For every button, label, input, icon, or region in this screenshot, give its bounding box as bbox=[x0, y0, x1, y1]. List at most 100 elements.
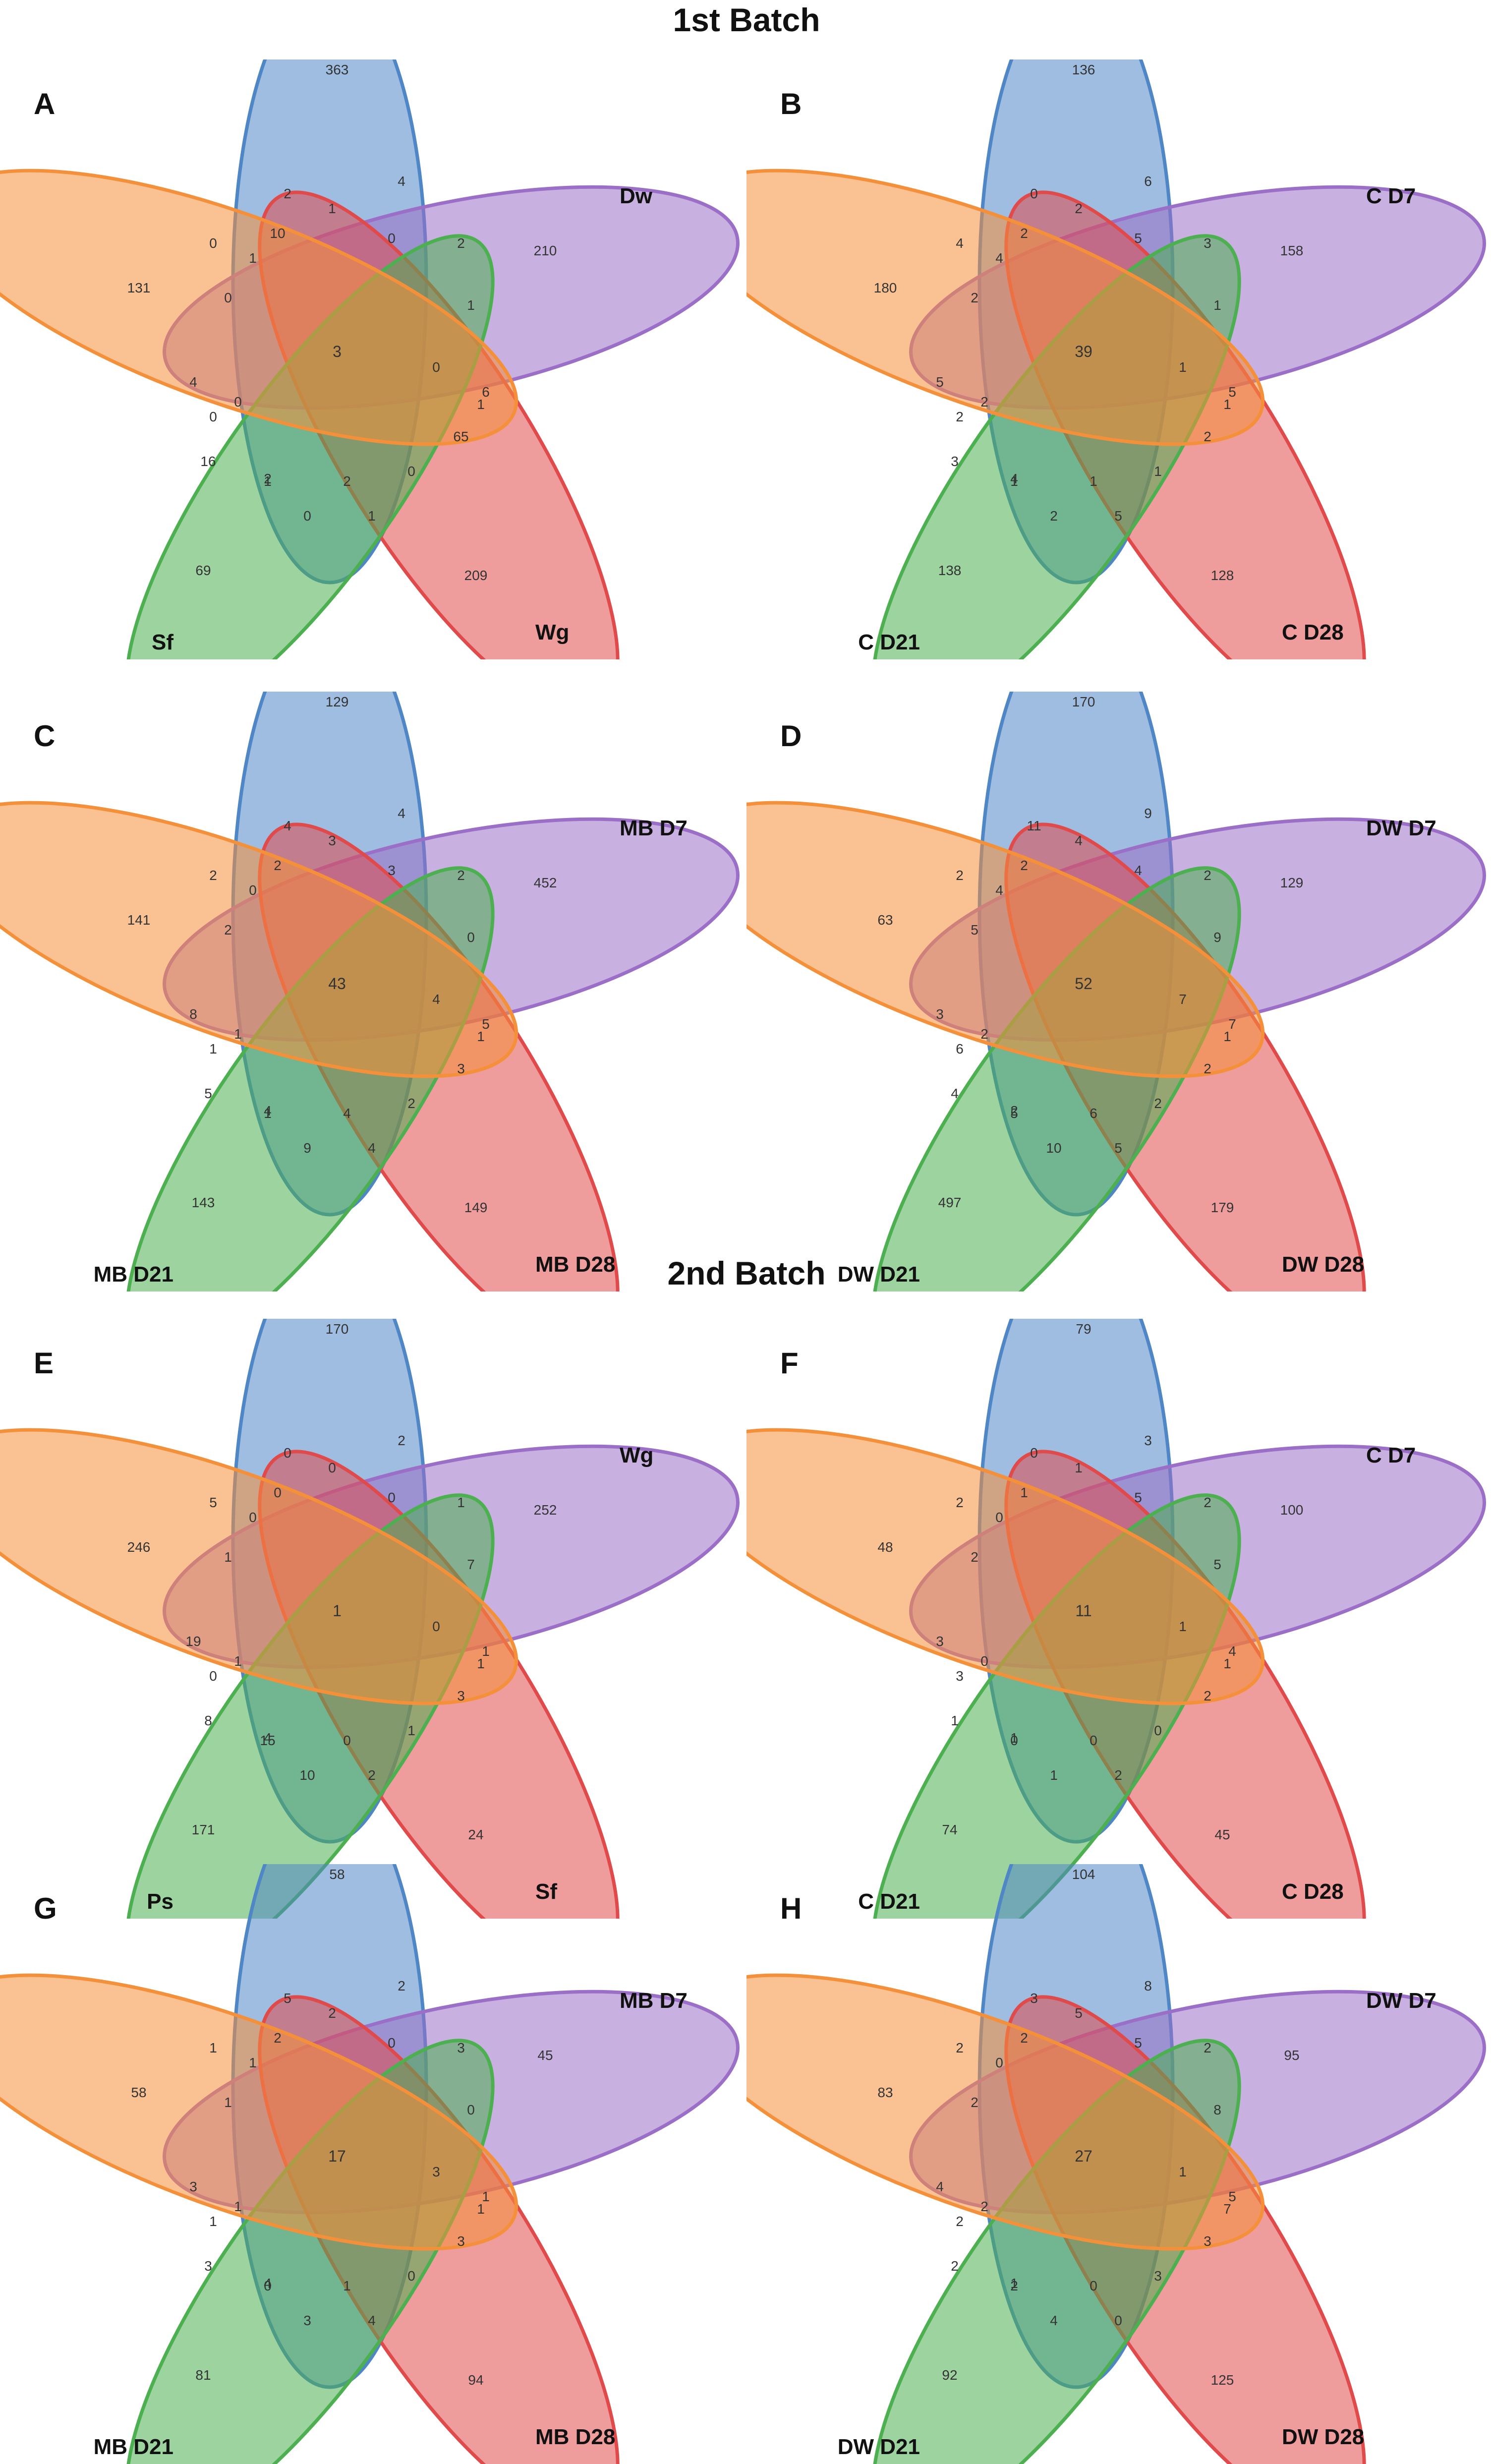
set-ellipse-orange bbox=[0, 1973, 518, 2251]
region-count-r21: 2 bbox=[956, 868, 964, 883]
region-count-r14: 9 bbox=[303, 1140, 311, 1156]
region-count-r24: 1 bbox=[224, 2095, 232, 2110]
region-count-r6: 1 bbox=[467, 297, 475, 313]
region-count-r24: 5 bbox=[971, 922, 978, 938]
region-count-blue-only: 170 bbox=[326, 1321, 349, 1337]
region-count-r20: 3 bbox=[956, 1668, 964, 1684]
region-count-r21: 2 bbox=[209, 868, 217, 883]
panel-letter: F bbox=[780, 1347, 799, 1380]
region-count-r24: 2 bbox=[971, 290, 978, 305]
region-count-r20: 1 bbox=[209, 2214, 217, 2229]
region-count-r20: 0 bbox=[209, 409, 217, 424]
region-count-r14: 3 bbox=[303, 2313, 311, 2328]
set-label-red: C D28 bbox=[1282, 620, 1344, 645]
region-count-r23: 2 bbox=[274, 858, 282, 873]
region-count-green-only: 81 bbox=[195, 2367, 211, 2383]
region-count-r7: 4 bbox=[432, 992, 440, 1007]
region-count-r19: 5 bbox=[936, 374, 944, 390]
region-count-r9: 1 bbox=[477, 2201, 485, 2217]
region-count-r6: 5 bbox=[1213, 1557, 1221, 1572]
set-label-red: Wg bbox=[535, 620, 569, 645]
region-count-r15: 2 bbox=[1010, 1103, 1018, 1118]
set-label-purple: MB D7 bbox=[620, 1989, 688, 2013]
region-count-r17: 3 bbox=[951, 454, 959, 469]
region-count-red-only: 45 bbox=[1214, 1827, 1230, 1842]
set-label-green: MB D21 bbox=[94, 2435, 173, 2459]
region-count-r23: 2 bbox=[1020, 226, 1028, 241]
region-count-r3: 4 bbox=[398, 174, 405, 189]
region-count-r10: 3 bbox=[457, 1061, 465, 1076]
region-count-r9: 1 bbox=[477, 1029, 485, 1044]
region-count-blue-only: 170 bbox=[1072, 694, 1095, 709]
region-count-blue-only: 136 bbox=[1072, 62, 1095, 77]
set-label-purple: Dw bbox=[620, 184, 653, 208]
set-label-purple: C D7 bbox=[1366, 1443, 1416, 1467]
region-count-r20: 0 bbox=[209, 1668, 217, 1684]
set-label-green: C D21 bbox=[858, 1889, 920, 1914]
region-count-r18: 2 bbox=[980, 394, 988, 410]
region-count-r4: 5 bbox=[1134, 231, 1142, 246]
region-count-r11: 2 bbox=[407, 1096, 415, 1111]
set-label-red: DW D28 bbox=[1282, 1252, 1364, 1277]
region-count-r21: 2 bbox=[956, 2040, 964, 2055]
set-label-purple: MB D7 bbox=[620, 816, 688, 840]
region-count-r7: 1 bbox=[1179, 359, 1187, 375]
venn-panel-g: G 58 45 94 81 58 17 5 2 2 0 3 0 3 1 1 3 0 1 4 3 4 0 3 1 3 1 1 1 2 1 MB … bbox=[0, 1864, 746, 2464]
region-count-r17: 3 bbox=[204, 2258, 212, 2274]
region-count-r16: 15 bbox=[260, 1733, 275, 1748]
region-count-r9: 1 bbox=[477, 1656, 485, 1671]
region-count-orange-only: 63 bbox=[877, 912, 893, 928]
region-count-r13: 4 bbox=[368, 1140, 376, 1156]
region-count-r15: 2 bbox=[264, 471, 272, 486]
region-count-r2: 4 bbox=[1075, 833, 1083, 848]
batch-title-1: 1st Batch bbox=[673, 1, 820, 38]
region-count-green-only: 92 bbox=[942, 2367, 957, 2383]
region-count-green-only: 69 bbox=[195, 563, 211, 578]
region-count-r1: 0 bbox=[1030, 1445, 1038, 1461]
region-count-r8: 6 bbox=[482, 384, 490, 400]
region-count-r22: 1 bbox=[249, 2055, 257, 2070]
region-count-r12: 0 bbox=[1090, 2278, 1097, 2293]
region-count-purple-only: 252 bbox=[534, 1502, 557, 1518]
set-label-green: Ps bbox=[147, 1889, 173, 1914]
region-count-purple-only: 95 bbox=[1284, 2048, 1299, 2063]
region-count-r19: 8 bbox=[189, 1006, 197, 1022]
region-count-r13: 5 bbox=[1114, 508, 1122, 524]
region-count-r11: 0 bbox=[407, 2268, 415, 2284]
region-count-purple-only: 129 bbox=[1280, 875, 1304, 890]
region-count-r21: 1 bbox=[209, 2040, 217, 2055]
region-count-r1: 3 bbox=[1030, 1991, 1038, 2006]
region-count-green-only: 143 bbox=[192, 1195, 215, 1210]
set-label-red: C D28 bbox=[1282, 1879, 1344, 1904]
venn-panel-c: C 129 452 149 143 141 43 4 3 4 3 2 0 4 5 1 3 2 4 4 9 4 1 5 1 8 1 2 0… bbox=[0, 692, 746, 1291]
region-count-r6: 1 bbox=[1213, 297, 1221, 313]
region-count-r18: 1 bbox=[234, 1026, 242, 1042]
region-count-r22: 4 bbox=[995, 250, 1003, 266]
region-count-r20: 2 bbox=[956, 409, 964, 424]
region-count-center: 17 bbox=[328, 2147, 346, 2165]
set-ellipse-orange bbox=[746, 1973, 1265, 2251]
region-count-r16: 2 bbox=[1010, 2278, 1018, 2293]
region-count-red-only: 179 bbox=[1211, 1200, 1234, 1215]
region-count-r24: 1 bbox=[224, 1549, 232, 1565]
region-count-r14: 4 bbox=[1050, 2313, 1058, 2328]
region-count-r3: 3 bbox=[1144, 1433, 1152, 1448]
region-count-r5: 2 bbox=[1204, 2040, 1211, 2055]
region-count-r23: 2 bbox=[1020, 858, 1028, 873]
set-label-red: Sf bbox=[535, 1879, 557, 1904]
region-count-r9: 1 bbox=[1223, 397, 1231, 412]
region-count-r14: 10 bbox=[1046, 1140, 1061, 1156]
region-count-r22: 0 bbox=[995, 2055, 1003, 2070]
panel-letter: G bbox=[34, 1892, 57, 1925]
region-count-green-only: 171 bbox=[192, 1822, 215, 1837]
region-count-r2: 1 bbox=[328, 201, 336, 216]
region-count-orange-only: 180 bbox=[874, 280, 897, 295]
region-count-r4: 0 bbox=[388, 1490, 396, 1505]
region-count-r23: 0 bbox=[274, 1485, 282, 1500]
